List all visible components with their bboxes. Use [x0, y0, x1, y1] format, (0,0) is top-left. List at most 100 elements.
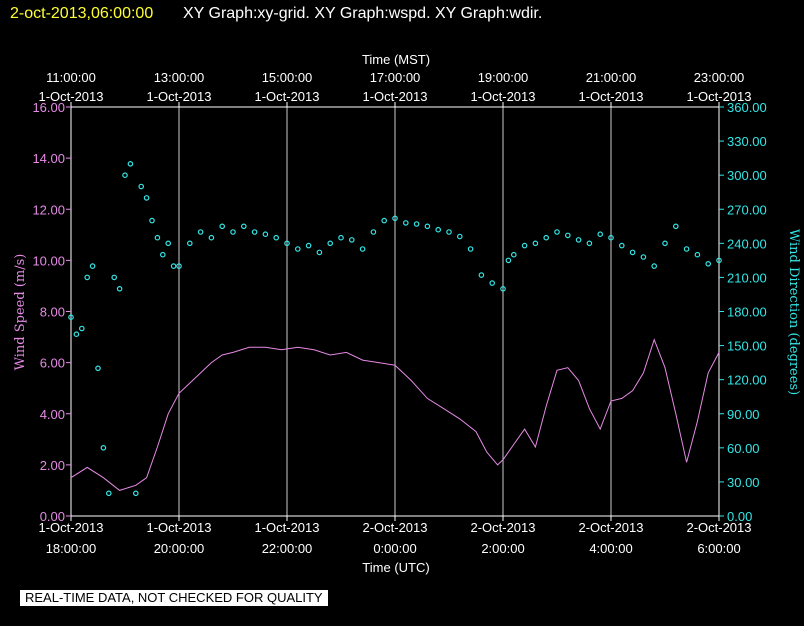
bottom-tick-time: 18:00:00: [46, 541, 97, 556]
bottom-axis-label: Time (UTC): [362, 560, 429, 575]
bottom-tick-date: 2-Oct-2013: [470, 520, 535, 535]
right-tick-label: 330.00: [727, 134, 767, 149]
top-tick-time: 19:00:00: [478, 70, 529, 85]
wind-direction-point: [424, 223, 431, 230]
top-tick-date: 1-Oct-2013: [686, 89, 751, 104]
wind-direction-point: [122, 172, 128, 179]
wind-direction-point: [413, 221, 420, 227]
wind-direction-point: [694, 251, 701, 258]
top-tick-time: 11:00:00: [46, 70, 96, 85]
top-tick-date: 1-Oct-2013: [362, 89, 427, 104]
wind-direction-point: [138, 183, 145, 190]
wind-direction-point: [106, 490, 112, 497]
right-axis-ticks: 0.00 30.00 60.00 90.00 120.00 150.00 180.00 210…: [719, 100, 767, 524]
wind-direction-point: [68, 314, 74, 321]
top-tick-date: 1-Oct-2013: [578, 89, 643, 104]
wind-direction-point: [521, 242, 528, 249]
wind-direction-point: [89, 263, 96, 269]
wind-direction-point: [149, 217, 155, 224]
wind-direction-point: [176, 263, 182, 269]
top-tick-time: 15:00:00: [262, 70, 313, 85]
wind-direction-point: [554, 229, 560, 235]
wind-direction-point: [381, 217, 388, 224]
wind-direction-point: [608, 234, 614, 241]
wind-direction-point: [294, 246, 301, 252]
top-tick-date: 1-Oct-2013: [254, 89, 319, 104]
left-axis-label: Wind Speed (m/s): [13, 254, 28, 371]
bottom-tick-time: 6:00:00: [697, 541, 740, 556]
bottom-tick-date: 2-Oct-2013: [578, 520, 643, 535]
bottom-tick-date: 1-Oct-2013: [254, 520, 319, 535]
wind-direction-points: [68, 161, 722, 497]
wind-direction-point: [500, 285, 506, 292]
right-tick-label: 210.00: [727, 270, 767, 285]
wind-direction-point: [348, 237, 355, 243]
right-tick-label: 30.00: [727, 475, 760, 490]
wind-direction-point: [629, 249, 636, 256]
wind-direction-point: [672, 223, 679, 230]
left-tick-label: 10.00: [32, 253, 65, 268]
right-tick-label: 270.00: [727, 202, 767, 217]
wind-direction-point: [370, 229, 377, 235]
wind-direction-point: [219, 223, 226, 230]
bottom-tick-time: 22:00:00: [262, 541, 313, 556]
wind-direction-point: [392, 215, 398, 222]
wind-direction-point: [446, 229, 452, 235]
wind-direction-point: [683, 246, 690, 252]
wind-direction-point: [241, 223, 247, 230]
wind-direction-point: [160, 251, 166, 258]
wind-direction-point: [143, 195, 150, 201]
top-tick-date: 1-Oct-2013: [38, 89, 103, 104]
right-tick-label: 0.00: [727, 509, 752, 524]
bottom-tick-date: 2-Oct-2013: [686, 520, 751, 535]
top-tick-time: 17:00:00: [370, 70, 421, 85]
wind-direction-point: [532, 240, 539, 247]
quality-notice: REAL-TIME DATA, NOT CHECKED FOR QUALITY: [20, 590, 328, 606]
top-axis-label: Time (MST): [362, 52, 430, 67]
wind-direction-point: [95, 365, 101, 372]
left-tick-label: 8.00: [40, 305, 65, 320]
wind-direction-point: [165, 240, 172, 247]
wind-direction-point: [651, 263, 658, 269]
wind-direction-point: [510, 251, 517, 258]
wind-direction-point: [640, 254, 647, 260]
wind-direction-point: [467, 246, 474, 252]
right-axis-label: Wind Direction (degrees): [786, 229, 801, 395]
header-timestamp: 2-oct-2013,06:00:00: [10, 5, 153, 22]
bottom-tick-time: 2:00:00: [481, 541, 524, 556]
right-tick-label: 60.00: [727, 441, 760, 456]
wind-direction-point: [489, 280, 496, 286]
right-tick-label: 90.00: [727, 407, 760, 422]
wind-direction-point: [262, 231, 269, 238]
wind-direction-point: [127, 161, 134, 167]
bottom-tick-time: 4:00:00: [589, 541, 632, 556]
bottom-tick-date: 1-Oct-2013: [38, 520, 103, 535]
bottom-tick-time: 0:00:00: [373, 541, 416, 556]
top-axis-ticks: 11:00:00 1-Oct-2013 13:00:00 1-Oct-2013 15:0…: [38, 70, 752, 107]
wind-direction-point: [618, 242, 625, 249]
bottom-tick-date: 1-Oct-2013: [146, 520, 211, 535]
top-tick-time: 13:00:00: [154, 70, 205, 85]
top-tick-time: 21:00:00: [586, 70, 637, 85]
right-tick-label: 300.00: [727, 168, 767, 183]
wind-direction-point: [230, 229, 236, 235]
wind-direction-point: [662, 240, 668, 247]
wind-direction-point: [338, 234, 344, 241]
wind-direction-point: [327, 240, 334, 247]
left-tick-label: 16.00: [32, 100, 65, 115]
wind-direction-point: [187, 240, 193, 247]
wind-direction-point: [456, 233, 463, 240]
left-tick-label: 12.00: [32, 202, 65, 217]
top-tick-date: 1-Oct-2013: [146, 89, 211, 104]
wind-direction-point: [716, 257, 722, 264]
wind-direction-point: [208, 234, 215, 241]
left-tick-label: 4.00: [40, 407, 65, 422]
wind-direction-point: [79, 325, 85, 332]
wind-direction-point: [359, 246, 366, 252]
wind-direction-point: [251, 229, 258, 235]
right-tick-label: 240.00: [727, 236, 767, 251]
right-tick-label: 360.00: [727, 100, 767, 115]
wind-direction-point: [170, 263, 177, 269]
left-axis-ticks: 0.00 2.00 4.00 6.00 8.00 10.00 12.00 14.00 16.00: [32, 100, 71, 524]
